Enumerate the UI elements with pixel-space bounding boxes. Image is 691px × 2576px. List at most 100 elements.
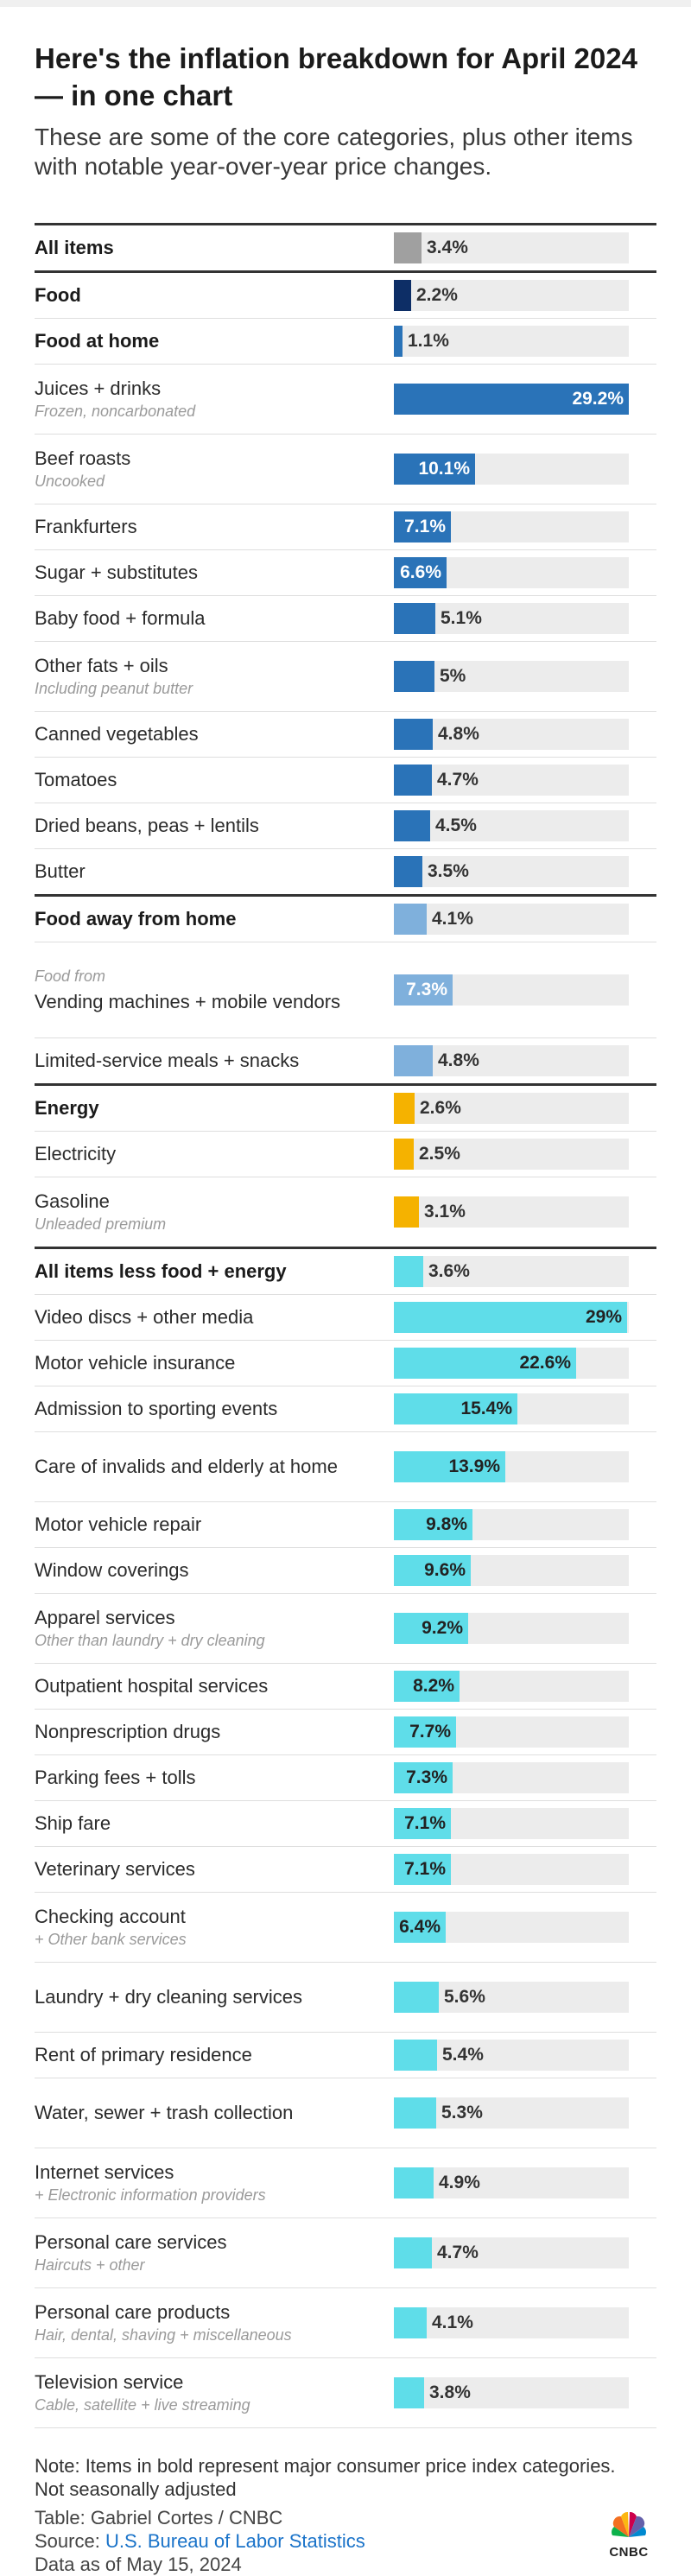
- bar-cell: 4.5%: [394, 810, 629, 841]
- row-label-group: Checking account + Other bank services: [35, 1906, 394, 1949]
- bar-cell: 10.1%: [394, 454, 629, 485]
- bar-value-label: 3.1%: [424, 1202, 466, 1221]
- chart-row: Energy 2.6%: [35, 1086, 656, 1132]
- peacock-icon: [612, 2511, 646, 2537]
- bar-value-label: 7.3%: [406, 1767, 447, 1787]
- bar-value-label: 1.1%: [408, 331, 449, 351]
- bar: [394, 1613, 468, 1644]
- bar-value-label: 4.1%: [432, 2313, 473, 2332]
- notes: Note: Items in bold represent major cons…: [35, 2454, 656, 2501]
- row-label: Motor vehicle insurance: [35, 1352, 236, 1374]
- chart-row: Personal care services Haircuts + other 4.…: [35, 2218, 656, 2288]
- bar-value-label: 4.8%: [438, 724, 479, 744]
- bar-cell: 4.7%: [394, 2237, 629, 2268]
- row-label: Frankfurters: [35, 516, 137, 537]
- chart-row: Motor vehicle repair 9.8%: [35, 1502, 656, 1548]
- row-label-group: Electricity: [35, 1143, 394, 1165]
- bar: [394, 1302, 627, 1333]
- row-label-group: Care of invalids and elderly at home: [35, 1456, 394, 1478]
- row-sublabel: Including peanut butter: [35, 680, 193, 697]
- bar-cell: 7.3%: [394, 974, 629, 1006]
- source-link[interactable]: U.S. Bureau of Labor Statistics: [105, 2530, 365, 2552]
- row-label-group: Frankfurters: [35, 516, 394, 538]
- bar-value-label: 2.2%: [416, 285, 458, 305]
- bar: [394, 1982, 439, 2013]
- bar-track: [394, 856, 629, 887]
- row-label: Television service: [35, 2371, 184, 2393]
- bar: [394, 2167, 434, 2198]
- row-label-group: Food away from home: [35, 908, 394, 930]
- bar-cell: 4.9%: [394, 2167, 629, 2198]
- bar: [394, 2040, 437, 2071]
- credits: Table: Gabriel Cortes / CNBC Source: U.S…: [35, 2506, 656, 2576]
- bar-value-label: 4.7%: [437, 2243, 479, 2262]
- row-label-group: Other fats + oils Including peanut butter: [35, 655, 394, 698]
- row-label-group: Tomatoes: [35, 769, 394, 791]
- row-label-group: Canned vegetables: [35, 723, 394, 746]
- bar: [394, 765, 432, 796]
- chart-row: Baby food + formula 5.1%: [35, 596, 656, 642]
- chart-row: Internet services + Electronic informatio…: [35, 2148, 656, 2218]
- chart-row: Sugar + substitutes 6.6%: [35, 550, 656, 596]
- bar-value-label: 4.8%: [438, 1050, 479, 1070]
- row-sublabel: Cable, satellite + live streaming: [35, 2396, 250, 2414]
- bar-value-label: 2.6%: [420, 1098, 461, 1118]
- row-sublabel: + Electronic information providers: [35, 2186, 266, 2204]
- row-label-group: Veterinary services: [35, 1858, 394, 1881]
- chart-row: Personal care products Hair, dental, shav…: [35, 2288, 656, 2358]
- row-label-group: Personal care products Hair, dental, shav…: [35, 2301, 394, 2344]
- row-label: Tomatoes: [35, 769, 117, 790]
- bar-value-label: 3.6%: [428, 1261, 470, 1281]
- bar: [394, 1854, 451, 1885]
- chart-row: Laundry + dry cleaning services 5.6%: [35, 1963, 656, 2033]
- chart-row: Nonprescription drugs 7.7%: [35, 1710, 656, 1755]
- bar-cell: 29.2%: [394, 384, 629, 415]
- row-label-group: Food at home: [35, 330, 394, 352]
- chart-row: Television service Cable, satellite + liv…: [35, 2358, 656, 2428]
- bar-track: [394, 1045, 629, 1076]
- bar-value-label: 9.6%: [424, 1560, 466, 1580]
- row-label: Food away from home: [35, 908, 237, 930]
- chart-row: Apparel services Other than laundry + dry…: [35, 1594, 656, 1664]
- row-label: Nonprescription drugs: [35, 1721, 221, 1742]
- row-label: Food: [35, 284, 81, 306]
- row-label-group: Limited-service meals + snacks: [35, 1050, 394, 1072]
- bar: [394, 2307, 427, 2338]
- bar-value-label: 4.5%: [435, 815, 477, 835]
- bar-value-label: 2.5%: [419, 1144, 460, 1164]
- bar-track: [394, 1139, 629, 1170]
- row-label: Window coverings: [35, 1559, 189, 1581]
- bar: [394, 1509, 472, 1540]
- bar-track: [394, 719, 629, 750]
- bar-cell: 5.6%: [394, 1982, 629, 2013]
- row-label-group: Motor vehicle insurance: [35, 1352, 394, 1374]
- row-label: Limited-service meals + snacks: [35, 1050, 300, 1071]
- row-label: Butter: [35, 860, 86, 882]
- chart-row: Rent of primary residence 5.4%: [35, 2033, 656, 2078]
- chart-row: Checking account + Other bank services 6.4…: [35, 1893, 656, 1963]
- bar-value-label: 6.4%: [399, 1917, 441, 1937]
- bar-track: [394, 1256, 629, 1287]
- bar-value-label: 4.9%: [439, 2173, 480, 2192]
- bar-value-label: 5.6%: [444, 1987, 485, 2007]
- bar-cell: 22.6%: [394, 1348, 629, 1379]
- chart-row: Beef roasts Uncooked 10.1%: [35, 435, 656, 504]
- row-label-group: Personal care services Haircuts + other: [35, 2231, 394, 2275]
- bar-value-label: 9.8%: [426, 1514, 467, 1534]
- bar: [394, 1093, 415, 1124]
- bar: [394, 1451, 505, 1482]
- bar-track: [394, 2307, 629, 2338]
- row-label-group: Food: [35, 284, 394, 307]
- chart-row: Parking fees + tolls 7.3%: [35, 1755, 656, 1801]
- chart-row: Motor vehicle insurance 22.6%: [35, 1341, 656, 1386]
- bar-track: [394, 2377, 629, 2408]
- row-label: Other fats + oils: [35, 655, 168, 676]
- row-label-group: Nonprescription drugs: [35, 1721, 394, 1743]
- bar-cell: 4.8%: [394, 719, 629, 750]
- bar: [394, 2097, 436, 2129]
- bar-cell: 3.5%: [394, 856, 629, 887]
- inflation-bar-table: All items 3.4% Food 2.2% Food at home 1.1% Jui…: [35, 223, 656, 2428]
- bar-value-label: 8.2%: [413, 1676, 454, 1696]
- top-strip: [0, 0, 691, 7]
- row-label-group: Ship fare: [35, 1812, 394, 1835]
